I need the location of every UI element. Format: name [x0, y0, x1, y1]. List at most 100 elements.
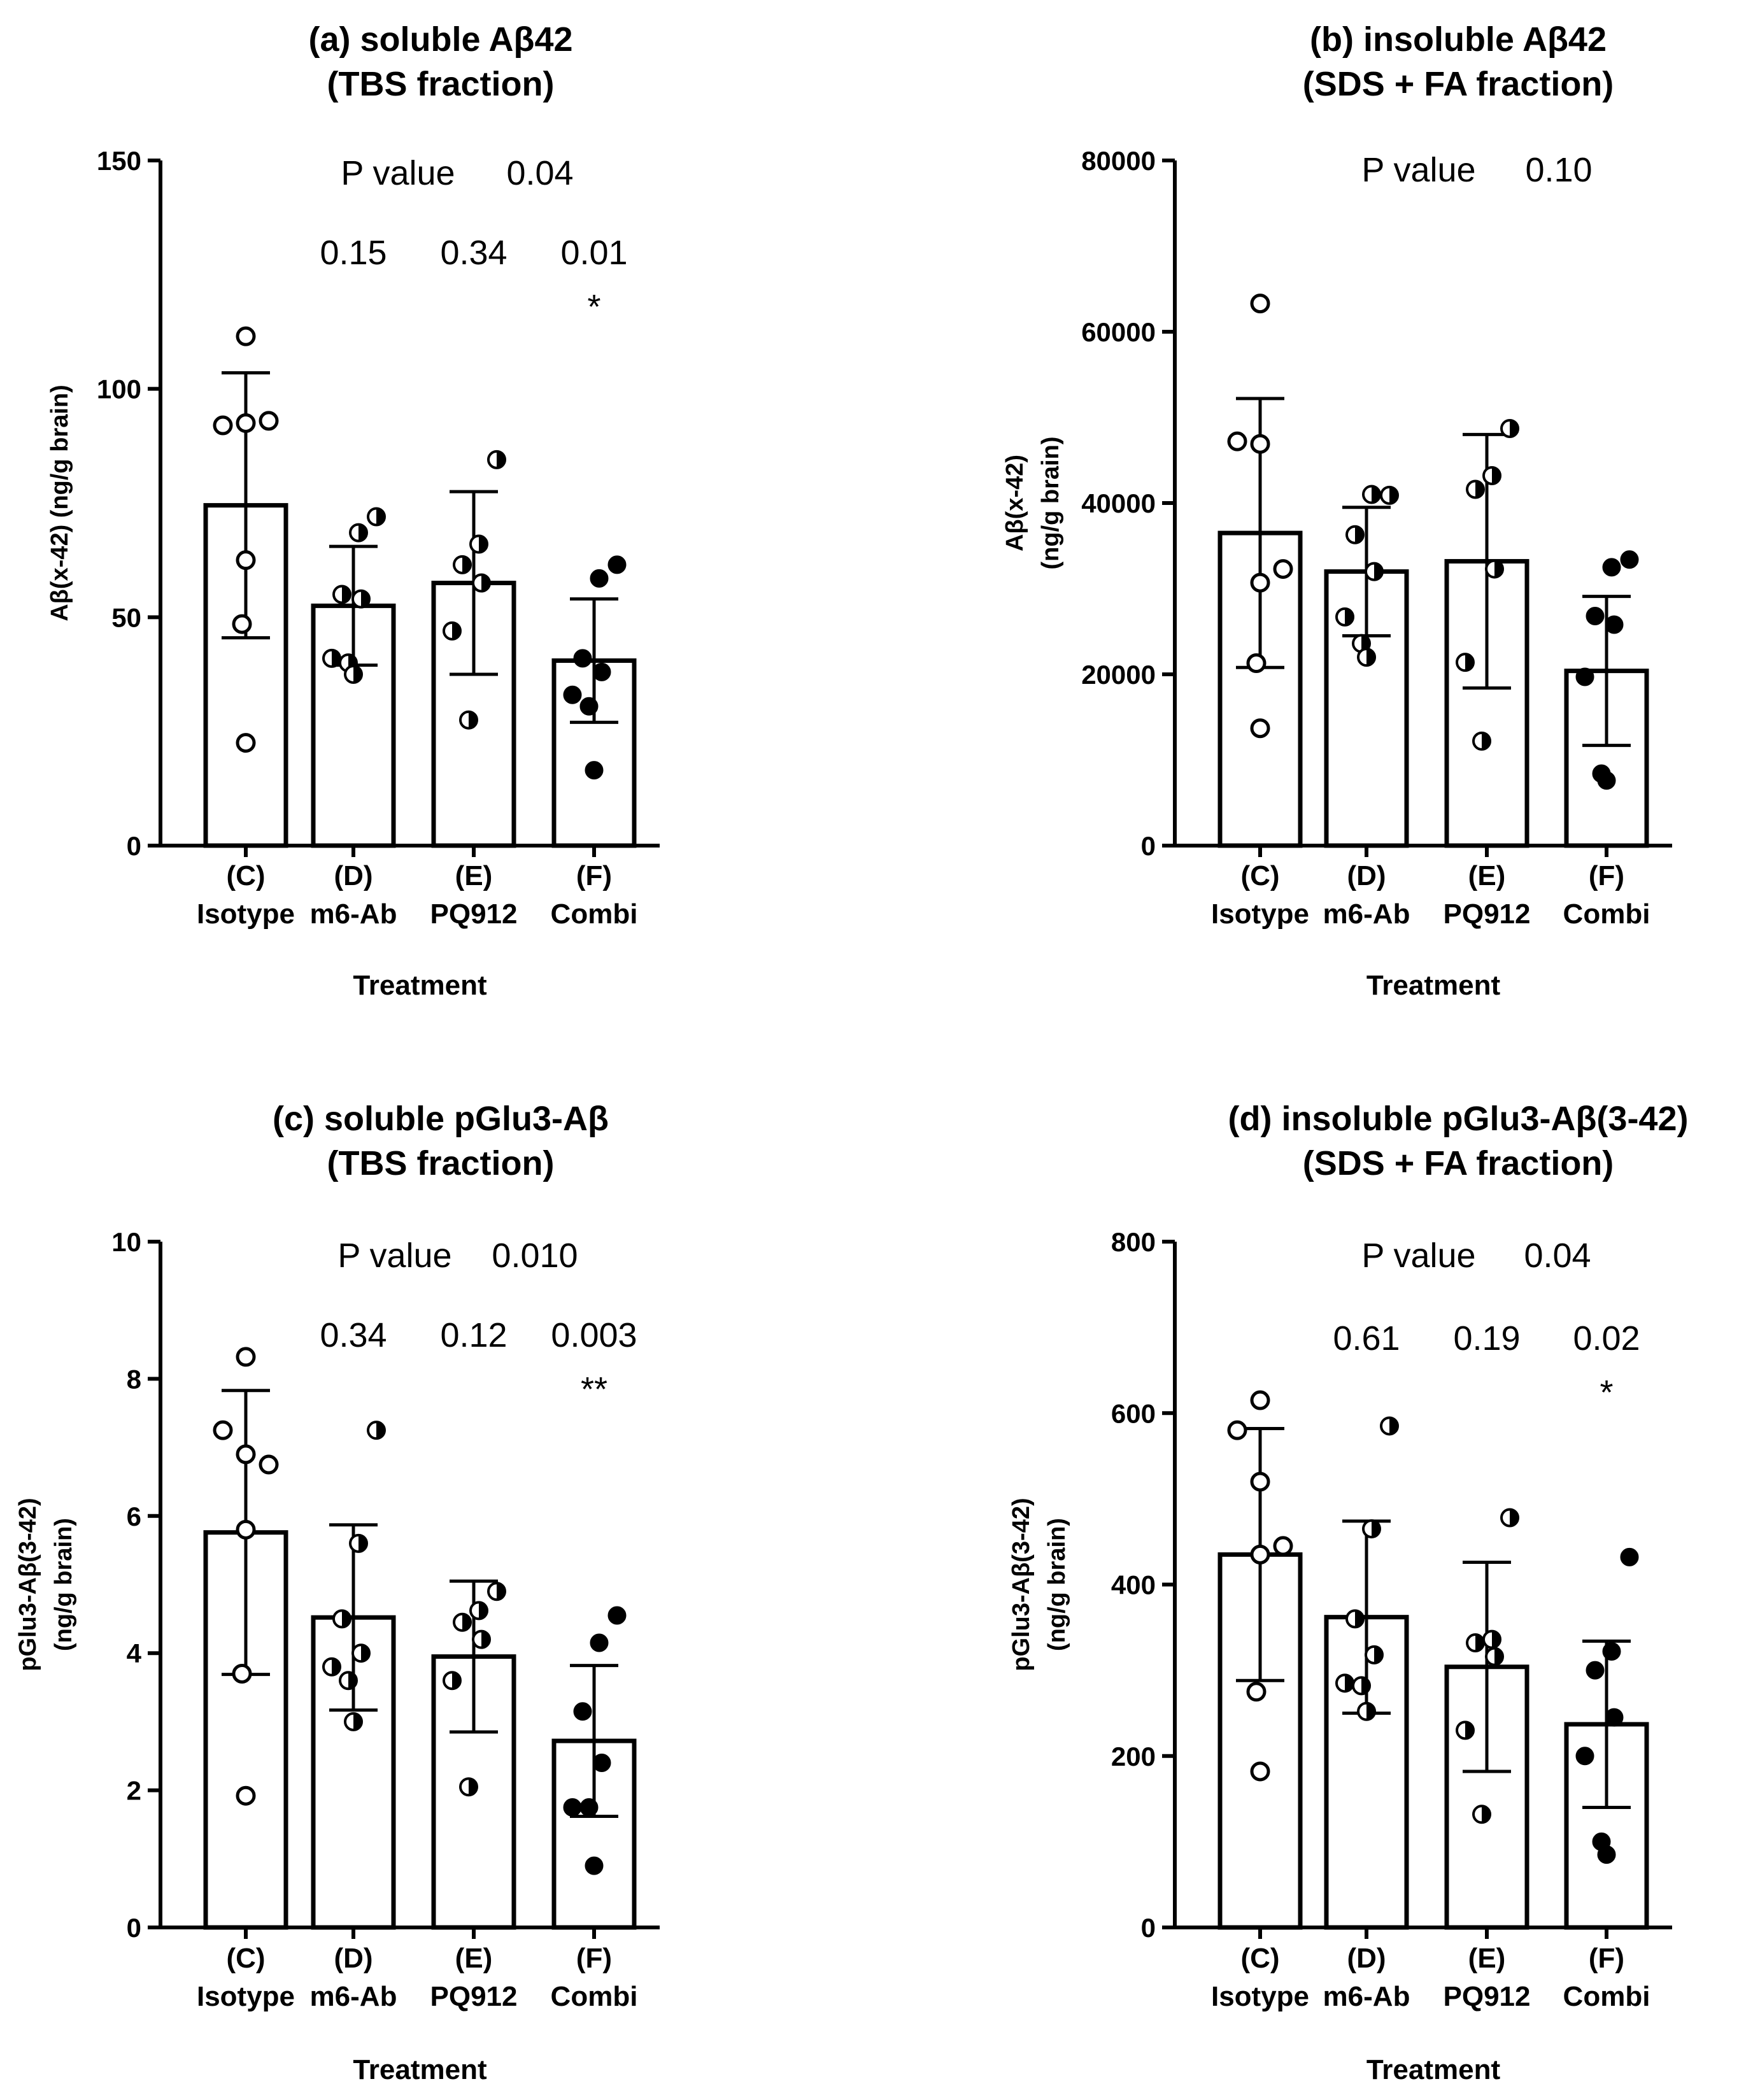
- data-point: [573, 649, 592, 668]
- group-p-value: 0.34: [440, 234, 507, 272]
- category-code: (C): [226, 860, 265, 891]
- data-point-half: [1366, 1703, 1375, 1720]
- data-point: [1250, 1390, 1270, 1410]
- data-point: [1485, 559, 1504, 579]
- data-point: [367, 1421, 386, 1440]
- data-point: [579, 1798, 599, 1817]
- data-point-half: [1366, 649, 1375, 666]
- group-p-value: 0.19: [1453, 1319, 1520, 1358]
- data-point-half: [469, 711, 477, 728]
- y-tick-label: 100: [97, 374, 141, 404]
- data-point-half: [452, 622, 460, 639]
- data-point: [1246, 1682, 1267, 1702]
- data-point: [1380, 485, 1399, 505]
- data-point-half: [1510, 1509, 1519, 1526]
- data-point: [607, 1606, 627, 1625]
- data-point: [1357, 1701, 1376, 1721]
- data-point: [322, 1657, 341, 1677]
- data-point: [367, 507, 386, 527]
- data-point: [1250, 1544, 1270, 1564]
- p-value: 0.010: [492, 1237, 578, 1275]
- group-p-value: 0.34: [320, 1316, 387, 1354]
- category-name: PQ912: [1444, 898, 1531, 930]
- data-point: [1362, 485, 1381, 504]
- data-point-half: [1389, 486, 1398, 504]
- data-point: [1597, 1845, 1616, 1864]
- data-point: [1500, 418, 1519, 438]
- data-point: [1620, 1547, 1639, 1566]
- data-point: [487, 450, 506, 469]
- data-point-half: [1465, 1722, 1473, 1739]
- data-point: [1482, 1629, 1501, 1649]
- data-point: [1365, 562, 1384, 581]
- data-point-half: [1389, 1417, 1398, 1435]
- category-name: m6-Ab: [1323, 898, 1410, 930]
- x-axis-label: Treatment: [353, 970, 487, 1001]
- data-point-half: [1492, 1631, 1500, 1648]
- data-point: [1575, 667, 1594, 686]
- data-point-half: [1475, 1635, 1484, 1652]
- data-point-half: [342, 1610, 350, 1628]
- data-point-half: [1482, 732, 1490, 749]
- data-point: [332, 585, 351, 604]
- data-point-half: [332, 649, 340, 667]
- y-axis-label: (ng/g brain): [50, 1518, 77, 1651]
- category-code: (E): [455, 860, 493, 891]
- data-point: [563, 1798, 582, 1817]
- y-axis-label: pGlu3-Aβ(3-42): [1008, 1498, 1035, 1671]
- data-point-half: [376, 1422, 385, 1439]
- category-name: m6-Ab: [1323, 1981, 1410, 2012]
- data-point: [339, 1671, 358, 1691]
- category-name: m6-Ab: [310, 1981, 397, 2012]
- chart-title-line: (TBS fraction): [327, 1144, 555, 1182]
- category-code: (F): [1589, 1943, 1624, 1974]
- p-value-label: P value: [341, 154, 455, 192]
- data-point: [472, 1629, 491, 1649]
- group-p-value: 0.02: [1573, 1319, 1640, 1358]
- data-point-half: [1372, 486, 1380, 503]
- data-point-half: [1492, 467, 1500, 484]
- data-point-half: [348, 1672, 357, 1689]
- data-point: [259, 1454, 279, 1475]
- data-point: [332, 1609, 351, 1629]
- category-code: (D): [334, 860, 373, 891]
- data-point: [351, 589, 371, 609]
- data-point-half: [1345, 608, 1353, 625]
- chart-panel-b: (b) insoluble Aβ42 (SDS + FA fraction) Aβ(…: [1002, 20, 1672, 1001]
- data-point: [1250, 1472, 1270, 1492]
- data-point: [236, 326, 256, 346]
- data-point-half: [1355, 1610, 1363, 1628]
- y-tick-label: 6: [127, 1501, 141, 1531]
- data-point: [213, 1420, 233, 1440]
- data-point-half: [358, 524, 367, 541]
- significance-stars: *: [1600, 1373, 1613, 1412]
- data-point-half: [353, 1713, 362, 1730]
- data-point-half: [376, 508, 385, 525]
- data-point: [1466, 1633, 1485, 1653]
- data-point: [1335, 1673, 1354, 1693]
- data-point-half: [462, 556, 471, 573]
- y-tick-label: 200: [1111, 1742, 1156, 1771]
- x-axis-label: Treatment: [1366, 970, 1501, 1001]
- data-point-half: [361, 1645, 369, 1662]
- data-point: [607, 555, 627, 574]
- data-point: [590, 569, 609, 588]
- data-point-half: [1482, 1806, 1490, 1823]
- data-point-half: [479, 536, 488, 553]
- chart-title-line: (b) insoluble Aβ42: [1310, 20, 1607, 59]
- data-point: [1472, 1805, 1491, 1824]
- data-point: [1485, 1647, 1504, 1666]
- y-tick-label: 0: [127, 831, 141, 861]
- data-point: [1335, 607, 1354, 627]
- data-point-half: [1372, 1520, 1380, 1537]
- data-point: [590, 1633, 609, 1652]
- data-point: [349, 1533, 368, 1553]
- y-tick-label: 400: [1111, 1570, 1156, 1600]
- data-point: [259, 411, 279, 431]
- data-point: [236, 1519, 256, 1540]
- data-point: [1482, 465, 1501, 485]
- group-p-value: 0.15: [320, 234, 387, 272]
- y-tick-label: 0: [127, 1913, 141, 1943]
- data-point: [236, 1785, 256, 1806]
- data-point: [236, 1444, 256, 1465]
